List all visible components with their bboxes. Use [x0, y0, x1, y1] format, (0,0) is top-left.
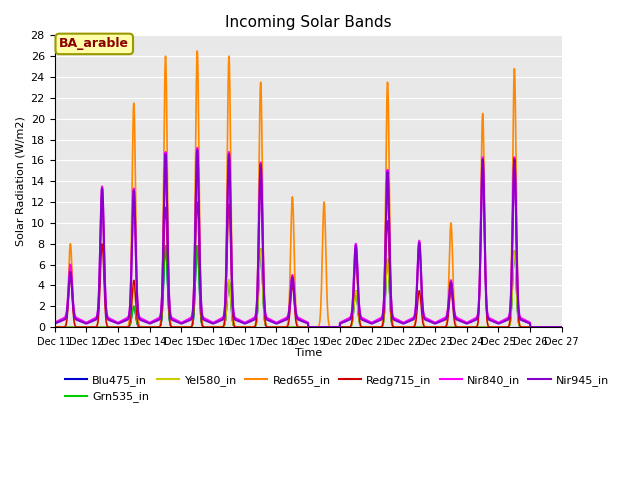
Redg715_in	[305, 324, 312, 330]
Red655_in	[527, 324, 534, 330]
Text: BA_arable: BA_arable	[60, 37, 129, 50]
Nir840_in	[339, 319, 346, 324]
Red655_in	[551, 324, 559, 330]
Nir945_in	[551, 324, 559, 330]
Blu475_in	[339, 324, 346, 330]
Grn535_in	[461, 324, 468, 330]
Nir945_in	[339, 320, 346, 325]
Blu475_in	[162, 243, 170, 249]
Redg715_in	[461, 324, 468, 330]
Yel580_in	[339, 324, 346, 330]
Yel580_in	[461, 324, 468, 330]
Grn535_in	[101, 324, 109, 330]
Y-axis label: Solar Radiation (W/m2): Solar Radiation (W/m2)	[15, 116, 25, 246]
Redg715_in	[51, 324, 58, 330]
Nir840_in	[101, 287, 109, 293]
Nir840_in	[193, 145, 201, 151]
Redg715_in	[339, 324, 346, 330]
Redg715_in	[101, 307, 109, 312]
Red655_in	[461, 324, 468, 330]
Nir840_in	[558, 324, 566, 330]
Nir840_in	[51, 320, 58, 325]
Yel580_in	[51, 324, 58, 330]
Nir945_in	[490, 319, 497, 324]
Grn535_in	[339, 324, 346, 330]
Nir945_in	[461, 320, 468, 326]
Line: Yel580_in: Yel580_in	[54, 160, 562, 327]
Red655_in	[558, 324, 566, 330]
Redg715_in	[558, 324, 566, 330]
Legend: Blu475_in, Grn535_in, Yel580_in, Red655_in, Redg715_in, Nir840_in, Nir945_in: Blu475_in, Grn535_in, Yel580_in, Red655_…	[60, 371, 614, 407]
Nir840_in	[305, 324, 312, 330]
Yel580_in	[162, 157, 170, 163]
Nir945_in	[193, 147, 201, 153]
Nir840_in	[461, 319, 468, 324]
Blu475_in	[101, 324, 109, 330]
Grn535_in	[51, 324, 58, 330]
Nir840_in	[211, 319, 219, 325]
Blu475_in	[551, 324, 559, 330]
Yel580_in	[551, 324, 559, 330]
Red655_in	[193, 48, 201, 54]
Yel580_in	[211, 324, 219, 330]
Nir945_in	[305, 324, 312, 330]
Nir840_in	[490, 317, 497, 323]
Red655_in	[490, 324, 497, 330]
Grn535_in	[558, 324, 566, 330]
Nir840_in	[551, 324, 559, 330]
Line: Blu475_in: Blu475_in	[54, 246, 562, 327]
Redg715_in	[551, 324, 559, 330]
Redg715_in	[511, 163, 518, 168]
Title: Incoming Solar Bands: Incoming Solar Bands	[225, 15, 392, 30]
Nir945_in	[211, 320, 219, 326]
Blu475_in	[490, 324, 497, 330]
Nir945_in	[51, 321, 58, 326]
Grn535_in	[162, 243, 170, 249]
Red655_in	[211, 324, 219, 330]
Yel580_in	[558, 324, 566, 330]
Nir945_in	[101, 289, 109, 295]
Line: Red655_in: Red655_in	[54, 51, 562, 327]
Grn535_in	[551, 324, 559, 330]
Line: Grn535_in: Grn535_in	[54, 246, 562, 327]
Red655_in	[51, 324, 58, 330]
Redg715_in	[211, 324, 218, 330]
Nir945_in	[558, 324, 566, 330]
Yel580_in	[101, 324, 109, 330]
Blu475_in	[558, 324, 566, 330]
Blu475_in	[51, 324, 58, 330]
Red655_in	[101, 296, 109, 302]
Blu475_in	[211, 324, 219, 330]
Line: Nir945_in: Nir945_in	[54, 150, 562, 327]
Red655_in	[339, 324, 346, 330]
Line: Redg715_in: Redg715_in	[54, 166, 562, 327]
Line: Nir840_in: Nir840_in	[54, 148, 562, 327]
Redg715_in	[490, 324, 497, 330]
Blu475_in	[461, 324, 468, 330]
Grn535_in	[490, 324, 497, 330]
Yel580_in	[490, 324, 497, 330]
Grn535_in	[211, 324, 219, 330]
X-axis label: Time: Time	[294, 348, 322, 358]
